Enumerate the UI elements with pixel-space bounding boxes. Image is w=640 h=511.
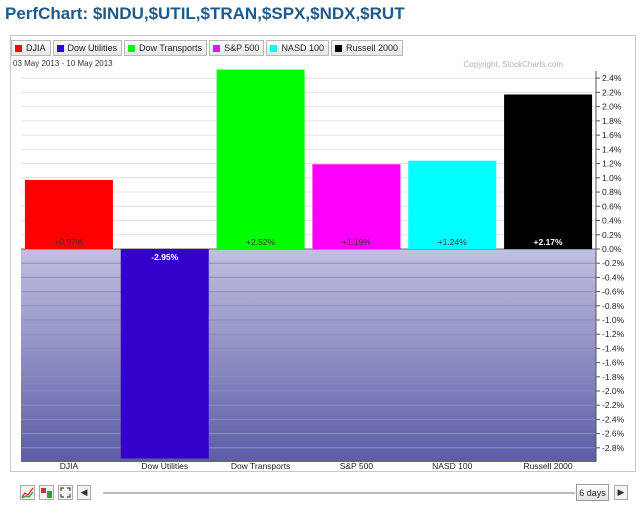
legend-label: DJIA: [26, 43, 46, 53]
legend-swatch: [15, 44, 22, 52]
line-chart-icon[interactable]: [20, 485, 35, 500]
y-tick-label: 1.8%: [602, 116, 622, 126]
y-tick-label: -0.8%: [602, 301, 625, 311]
legend-item[interactable]: NASD 100: [266, 40, 329, 56]
data-label: +1.19%: [342, 237, 372, 247]
chart-toolbar: ◀ 6 days ▶: [10, 482, 634, 504]
legend-item[interactable]: S&P 500: [209, 40, 265, 56]
x-tick-label: Dow Utilities: [141, 461, 188, 471]
y-tick-label: 0.8%: [602, 187, 622, 197]
bar[interactable]: [24, 179, 113, 249]
y-tick-label: -1.0%: [602, 315, 625, 325]
legend-item[interactable]: DJIA: [11, 40, 51, 56]
y-tick-label: 1.6%: [602, 130, 622, 140]
legend-swatch: [213, 44, 221, 52]
y-tick-label: 1.0%: [602, 173, 622, 183]
x-tick-label: NASD 100: [432, 461, 472, 471]
legend-label: Russell 2000: [345, 43, 398, 53]
x-tick-label: S&P 500: [340, 461, 374, 471]
y-tick-label: -1.6%: [602, 358, 625, 368]
legend-label: S&P 500: [224, 43, 260, 53]
legend-label: Dow Transports: [139, 43, 203, 53]
y-tick-label: -0.4%: [602, 272, 625, 282]
bar[interactable]: [120, 249, 209, 459]
legend-item[interactable]: Dow Utilities: [52, 40, 123, 56]
y-tick-label: -2.6%: [602, 429, 625, 439]
bar-chart-icon[interactable]: [39, 485, 54, 500]
y-tick-label: -2.0%: [602, 386, 625, 396]
data-label: +0.97%: [54, 237, 84, 247]
data-label: +2.17%: [534, 237, 564, 247]
y-tick-label: -2.4%: [602, 414, 625, 424]
legend-swatch: [270, 44, 278, 52]
legend-item[interactable]: Russell 2000: [330, 40, 403, 56]
date-range-label: 03 May 2013 - 10 May 2013: [13, 59, 113, 68]
chart-legend: DJIA Dow Utilities Dow Transports S&P 500 NA…: [11, 40, 405, 56]
y-tick-label: -0.6%: [602, 287, 625, 297]
bar[interactable]: [312, 164, 401, 249]
legend-label: Dow Utilities: [67, 43, 118, 53]
plot-negative-area: [21, 249, 596, 462]
y-tick-label: 0.2%: [602, 230, 622, 240]
performance-chart: +0.97% -2.95% +2.52% +1.19% +1.24% +2.17% 2.4…: [13, 59, 625, 471]
data-label: +1.24%: [438, 237, 468, 247]
x-tick-label: DJIA: [60, 461, 79, 471]
y-tick-label: 0.0%: [602, 244, 622, 254]
bar[interactable]: [504, 94, 593, 249]
scroll-right-icon[interactable]: ▶: [614, 485, 628, 500]
page-title: PerfChart: $INDU,$UTIL,$TRAN,$SPX,$NDX,$…: [5, 4, 405, 23]
legend-label: NASD 100: [281, 43, 324, 53]
y-tick-label: -1.4%: [602, 343, 625, 353]
data-label: -2.95%: [151, 252, 178, 262]
y-tick-label: 2.0%: [602, 102, 622, 112]
legend-item[interactable]: Dow Transports: [124, 40, 208, 56]
fullscreen-icon[interactable]: [58, 485, 73, 500]
y-tick-label: -1.8%: [602, 372, 625, 382]
y-tick-label: 0.6%: [602, 201, 622, 211]
legend-swatch: [334, 44, 342, 52]
legend-swatch: [128, 44, 136, 52]
period-button[interactable]: 6 days: [576, 484, 609, 501]
bar[interactable]: [216, 69, 305, 249]
y-tick-label: -0.2%: [602, 258, 625, 268]
y-tick-label: 1.2%: [602, 159, 622, 169]
x-tick-label: Dow Transports: [231, 461, 291, 471]
data-label: +2.52%: [246, 237, 276, 247]
legend-swatch: [56, 44, 64, 52]
x-tick-label: Russell 2000: [524, 461, 573, 471]
y-tick-label: 1.4%: [602, 144, 622, 154]
y-tick-label: 2.2%: [602, 87, 622, 97]
copyright-label: Copyright, StockCharts.com: [463, 60, 563, 69]
date-range-slider[interactable]: [103, 492, 575, 494]
chart-panel: DJIA Dow Utilities Dow Transports S&P 500 NA…: [10, 35, 636, 472]
y-tick-label: -2.2%: [602, 400, 625, 410]
scroll-left-icon[interactable]: ◀: [77, 485, 91, 500]
y-tick-label: 2.4%: [602, 73, 622, 83]
bar[interactable]: [408, 160, 497, 249]
plot-positive-area: [21, 71, 596, 249]
y-tick-label: -1.2%: [602, 329, 625, 339]
y-tick-label: 0.4%: [602, 216, 622, 226]
y-tick-label: -2.8%: [602, 443, 625, 453]
